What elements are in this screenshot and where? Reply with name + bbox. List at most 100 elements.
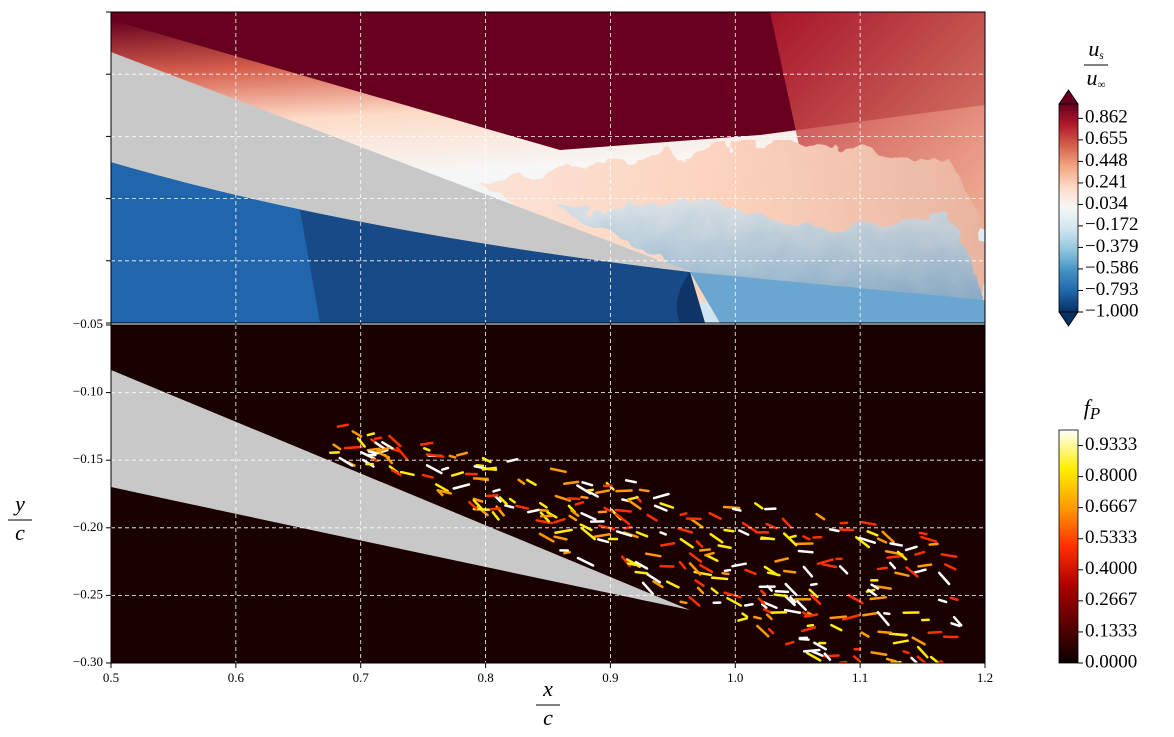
streak [553, 517, 566, 524]
streak [744, 603, 754, 607]
streak [709, 532, 724, 544]
streak [876, 537, 888, 544]
streak [695, 540, 704, 548]
streak [568, 514, 578, 522]
streak [798, 637, 810, 641]
streak [598, 524, 615, 531]
streak [916, 655, 928, 663]
streak [481, 456, 492, 464]
streak [869, 668, 883, 676]
streak [950, 622, 961, 628]
streak [943, 709, 949, 712]
streak [796, 600, 807, 612]
streak [421, 473, 434, 479]
streak [888, 561, 897, 570]
streak [943, 563, 957, 571]
colorbar-label-numerator: us [1088, 36, 1103, 61]
streak [488, 507, 501, 511]
streak [652, 580, 664, 589]
streak [452, 483, 471, 490]
streak [688, 562, 702, 576]
colorbar-tick-label: 0.2667 [1085, 589, 1137, 610]
streak [829, 615, 848, 620]
streak [912, 568, 927, 575]
streak [371, 458, 380, 463]
colorbar-tick-label: 0.862 [1085, 107, 1128, 128]
streak [659, 531, 668, 536]
y-axis-label-denominator: c [15, 520, 25, 545]
colorbar-label-sub: P [1089, 404, 1100, 423]
streak [704, 551, 715, 557]
streak [866, 530, 879, 537]
streak [472, 477, 489, 481]
streak [625, 558, 641, 569]
streak [782, 532, 798, 547]
plot-frame [110, 11, 986, 324]
colorbar-label-denominator-sub: ∞ [1098, 79, 1106, 91]
streak [860, 520, 877, 526]
streak [839, 521, 849, 525]
streak [646, 573, 662, 584]
streak [858, 536, 877, 544]
airfoil [111, 370, 690, 610]
streak [537, 508, 549, 512]
streak [450, 471, 465, 477]
streak [492, 488, 501, 493]
streak [525, 478, 537, 486]
streak [784, 582, 798, 597]
streak [627, 496, 639, 501]
streak [881, 530, 895, 544]
streak [508, 497, 516, 504]
streak [595, 489, 611, 495]
streak [391, 468, 402, 477]
y-tick-label: −0.25 [73, 586, 103, 601]
streak [916, 645, 929, 659]
streak [554, 528, 573, 535]
streak [784, 640, 795, 646]
colorbar-tick-label: −1.000 [1085, 300, 1138, 321]
streak [937, 571, 951, 586]
streak [860, 631, 870, 638]
streak [896, 550, 908, 561]
streak [781, 517, 793, 529]
streak [576, 556, 595, 567]
x-tick-label: 1.1 [852, 670, 868, 685]
streak [738, 529, 750, 536]
y-tick-label: −0.15 [73, 451, 103, 466]
streak [920, 535, 938, 543]
streak [783, 608, 802, 614]
streak [774, 589, 790, 594]
streak [821, 562, 838, 569]
streak [527, 508, 540, 514]
streak [614, 508, 632, 513]
streak [576, 484, 592, 495]
streak [580, 495, 589, 500]
streak [652, 492, 670, 500]
streak [440, 466, 450, 471]
streak [472, 497, 484, 503]
y-tick-label: −0.20 [73, 519, 103, 534]
streak [574, 501, 585, 506]
streak [782, 569, 797, 574]
streak [563, 480, 580, 486]
streak [757, 597, 766, 605]
streak [952, 615, 963, 627]
streak [904, 545, 918, 552]
streak [717, 544, 732, 549]
streak [615, 489, 633, 493]
x-tick-label: 0.6 [228, 670, 245, 685]
streak [336, 423, 349, 428]
colorbar-tick-label: 0.6667 [1085, 496, 1137, 517]
colorbar-tick-label: 0.448 [1085, 150, 1128, 171]
streak [563, 550, 572, 555]
streak [373, 436, 383, 441]
streak [624, 479, 637, 484]
streak [960, 719, 967, 721]
streak [789, 534, 797, 539]
streak [830, 623, 843, 632]
streak [881, 669, 897, 670]
x-tick-label: 1.0 [727, 670, 743, 685]
streak [744, 568, 757, 576]
